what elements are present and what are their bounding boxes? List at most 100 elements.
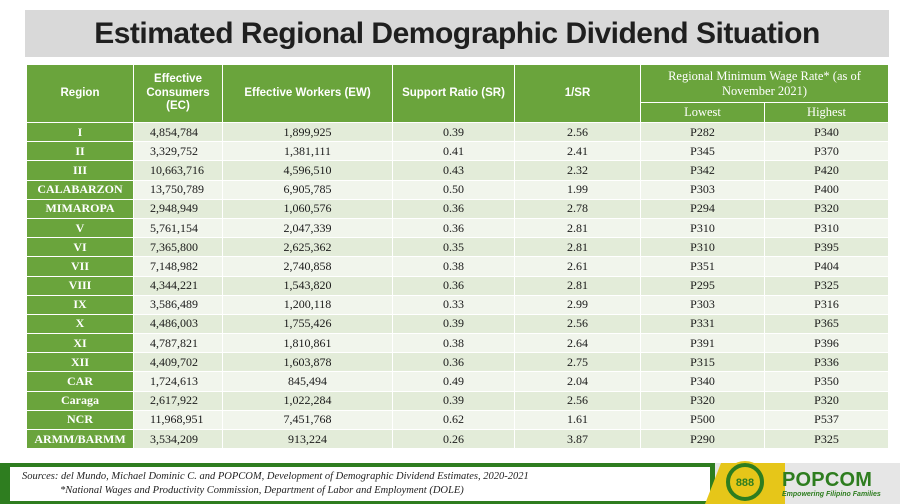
cell-region: MIMAROPA [26,198,134,219]
cell-highest: P325 [764,428,889,450]
popcom-seal-icon: 888 [724,461,766,503]
page-title: Estimated Regional Demographic Dividend … [94,16,820,50]
table-row: NCR 11,968,951 7,451,768 0.62 1.61 P500 P537 [26,409,889,431]
cell-highest: P316 [764,294,889,315]
cell-lowest: P315 [640,352,765,373]
cell-ec: 10,663,716 [133,160,223,181]
table-row: VI 7,365,800 2,625,362 0.35 2.81 P310 P395 [26,237,889,258]
table-row: CAR 1,724,613 845,494 0.49 2.04 P340 P350 [26,371,889,392]
cell-sr: 0.39 [392,313,515,335]
cell-inv-sr: 2.41 [514,141,641,162]
table-row: IX 3,586,489 1,200,118 0.33 2.99 P303 P316 [26,294,889,315]
table-row: CALABARZON 13,750,789 6,905,785 0.50 1.99 P30… [26,179,889,200]
cell-lowest: P295 [640,275,765,296]
cell-lowest: P290 [640,428,765,450]
cell-highest: P400 [764,179,889,200]
cell-lowest: P331 [640,313,765,335]
cell-region: XI [26,333,134,354]
cell-region: VII [26,256,134,277]
header-region: Region [26,64,134,123]
cell-ew: 6,905,785 [222,179,393,200]
header-effective-consumers: Effective Consumers (EC) [133,64,223,123]
cell-ew: 1,543,820 [222,275,393,296]
cell-highest: P396 [764,333,889,354]
cell-sr: 0.33 [392,294,515,315]
cell-lowest: P310 [640,217,765,239]
cell-sr: 0.36 [392,198,515,219]
demographic-table: Region Effective Consumers (EC) Effectiv… [26,64,889,450]
cell-highest: P350 [764,371,889,392]
header-highest: Highest [764,102,889,123]
cell-highest: P340 [764,121,889,143]
cell-ec: 4,787,821 [133,333,223,354]
cell-region: ARMM/BARMM [26,428,134,450]
cell-ec: 2,948,949 [133,198,223,219]
cell-ew: 845,494 [222,371,393,392]
cell-ew: 2,740,858 [222,256,393,277]
cell-lowest: P500 [640,409,765,431]
cell-lowest: P345 [640,141,765,162]
cell-inv-sr: 2.56 [514,313,641,335]
cell-ec: 7,365,800 [133,237,223,258]
table-body: I 4,854,784 1,899,925 0.39 2.56 P282 P340 II 3,3… [26,121,889,450]
cell-sr: 0.41 [392,141,515,162]
cell-sr: 0.35 [392,237,515,258]
table-row: Caraga 2,617,922 1,022,284 0.39 2.56 P320 P320 [26,390,889,411]
cell-ec: 2,617,922 [133,390,223,411]
cell-ew: 1,755,426 [222,313,393,335]
cell-lowest: P340 [640,371,765,392]
cell-region: NCR [26,409,134,431]
cell-region: I [26,121,134,143]
cell-ec: 4,486,003 [133,313,223,335]
table-row: VIII 4,344,221 1,543,820 0.36 2.81 P295 P325 [26,275,889,296]
cell-ec: 1,724,613 [133,371,223,392]
header-effective-workers: Effective Workers (EW) [222,64,393,123]
cell-lowest: P310 [640,237,765,258]
table-row: VII 7,148,982 2,740,858 0.38 2.61 P351 P404 [26,256,889,277]
table-row: MIMAROPA 2,948,949 1,060,576 0.36 2.78 P294 P3… [26,198,889,219]
cell-highest: P395 [764,237,889,258]
brand-tagline: Empowering Filipino Families [782,491,881,498]
header-wage-group: Regional Minimum Wage Rate* (as of Novem… [640,64,889,103]
cell-highest: P336 [764,352,889,373]
cell-highest: P537 [764,409,889,431]
cell-inv-sr: 2.56 [514,121,641,143]
title-bar: Estimated Regional Demographic Dividend … [25,10,889,57]
cell-ew: 1,381,111 [222,141,393,162]
cell-ew: 7,451,768 [222,409,393,431]
cell-highest: P420 [764,160,889,181]
cell-region: VI [26,237,134,258]
cell-region: CALABARZON [26,179,134,200]
cell-inv-sr: 2.81 [514,237,641,258]
cell-lowest: P282 [640,121,765,143]
cell-highest: P365 [764,313,889,335]
cell-sr: 0.43 [392,160,515,181]
cell-sr: 0.26 [392,428,515,450]
cell-inv-sr: 2.81 [514,217,641,239]
cell-highest: P325 [764,275,889,296]
cell-inv-sr: 2.56 [514,390,641,411]
cell-ew: 1,603,878 [222,352,393,373]
cell-lowest: P351 [640,256,765,277]
cell-ew: 1,022,284 [222,390,393,411]
cell-region: Caraga [26,390,134,411]
table-row: ARMM/BARMM 3,534,209 913,224 0.26 3.87 P290 P3… [26,428,889,450]
cell-ew: 1,810,861 [222,333,393,354]
table-row: II 3,329,752 1,381,111 0.41 2.41 P345 P370 [26,141,889,162]
cell-highest: P320 [764,198,889,219]
header-inverse-sr: 1/SR [514,64,641,123]
cell-ec: 11,968,951 [133,409,223,431]
cell-region: II [26,141,134,162]
cell-sr: 0.36 [392,352,515,373]
cell-inv-sr: 2.61 [514,256,641,277]
cell-inv-sr: 2.64 [514,333,641,354]
cell-inv-sr: 2.81 [514,275,641,296]
cell-sr: 0.49 [392,371,515,392]
cell-inv-sr: 2.32 [514,160,641,181]
cell-highest: P404 [764,256,889,277]
cell-lowest: P294 [640,198,765,219]
cell-inv-sr: 2.75 [514,352,641,373]
cell-inv-sr: 3.87 [514,428,641,450]
cell-inv-sr: 1.61 [514,409,641,431]
cell-sr: 0.50 [392,179,515,200]
